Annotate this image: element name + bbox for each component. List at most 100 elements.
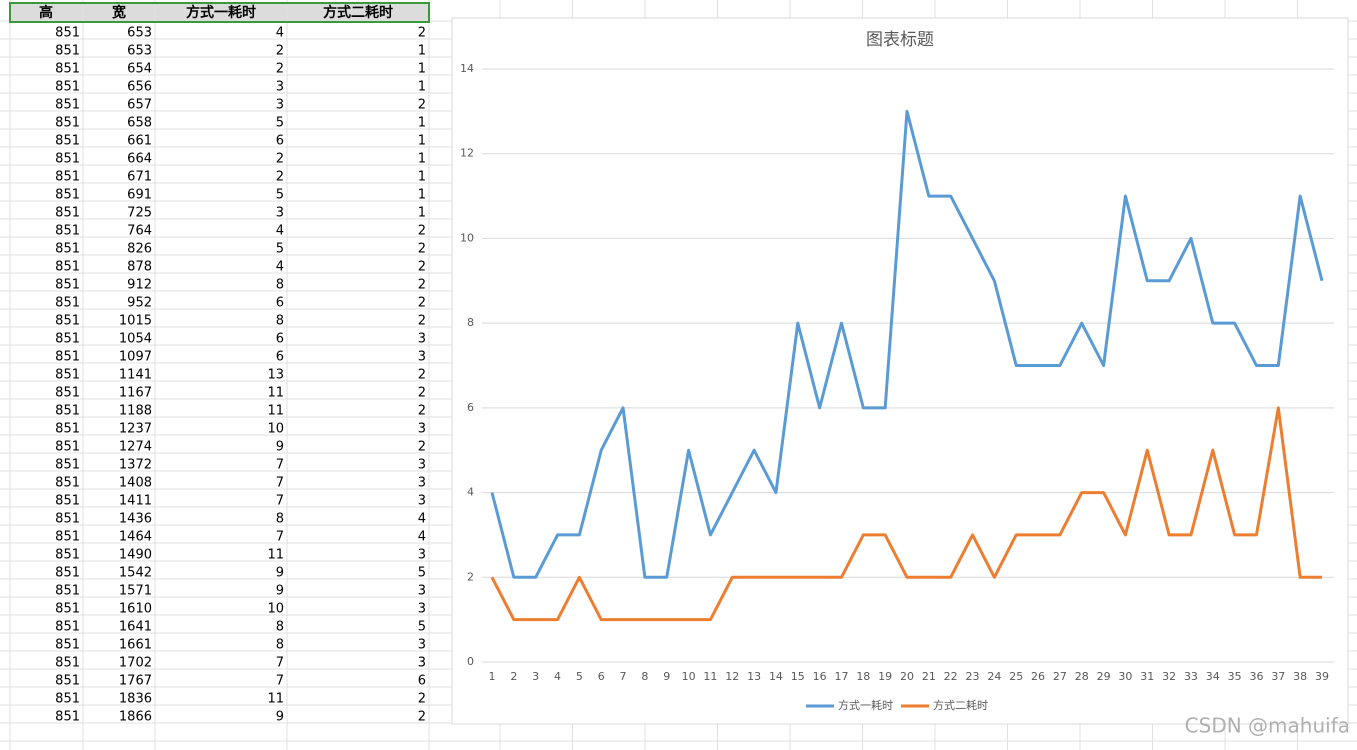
cell: 851 bbox=[55, 638, 80, 653]
x-tick-label: 24 bbox=[987, 670, 1001, 683]
series-line bbox=[490, 109, 1324, 579]
cell: 2 bbox=[418, 692, 426, 707]
cell: 3 bbox=[418, 350, 426, 365]
cell: 3 bbox=[418, 422, 426, 437]
cell: 691 bbox=[127, 188, 152, 203]
cell: 1 bbox=[418, 170, 426, 185]
cell: 851 bbox=[55, 134, 80, 149]
cell: 6 bbox=[276, 134, 284, 149]
cell: 657 bbox=[127, 98, 152, 113]
x-tick-label: 14 bbox=[769, 670, 783, 683]
y-tick-label: 8 bbox=[467, 316, 474, 329]
cell: 1097 bbox=[119, 350, 152, 365]
series-line bbox=[490, 406, 1322, 622]
cell: 1372 bbox=[119, 458, 152, 473]
cell: 4 bbox=[276, 26, 284, 41]
cell: 3 bbox=[418, 638, 426, 653]
cell: 2 bbox=[418, 98, 426, 113]
header-cell: 方式一耗时 bbox=[186, 4, 256, 21]
x-tick-label: 30 bbox=[1118, 670, 1132, 683]
x-tick-label: 26 bbox=[1031, 670, 1045, 683]
cell: 851 bbox=[55, 656, 80, 671]
cell: 1411 bbox=[119, 494, 152, 509]
x-tick-label: 38 bbox=[1293, 670, 1307, 683]
cell: 851 bbox=[55, 116, 80, 131]
cell: 8 bbox=[276, 278, 284, 293]
cell: 851 bbox=[55, 224, 80, 239]
cell: 653 bbox=[127, 44, 152, 59]
x-tick-label: 17 bbox=[834, 670, 848, 683]
cell: 851 bbox=[55, 26, 80, 41]
cell: 11 bbox=[267, 404, 284, 419]
y-tick-label: 14 bbox=[460, 62, 474, 75]
cell: 851 bbox=[55, 98, 80, 113]
cell: 851 bbox=[55, 548, 80, 563]
cell: 10 bbox=[267, 422, 284, 437]
cell: 5 bbox=[276, 242, 284, 257]
cell: 4 bbox=[418, 530, 426, 545]
cell: 1542 bbox=[119, 566, 152, 581]
cell: 9 bbox=[276, 584, 284, 599]
cell: 851 bbox=[55, 566, 80, 581]
cell: 3 bbox=[418, 602, 426, 617]
cell: 851 bbox=[55, 350, 80, 365]
cell: 1571 bbox=[119, 584, 152, 599]
cell: 851 bbox=[55, 620, 80, 635]
cell: 4 bbox=[276, 224, 284, 239]
cell: 1 bbox=[418, 152, 426, 167]
cell: 5 bbox=[276, 188, 284, 203]
cell: 2 bbox=[276, 62, 284, 77]
x-tick-label: 10 bbox=[682, 670, 696, 683]
x-tick-label: 39 bbox=[1315, 670, 1329, 683]
cell: 4 bbox=[418, 512, 426, 527]
cell: 3 bbox=[418, 458, 426, 473]
legend-label: 方式二耗时 bbox=[933, 698, 988, 712]
cell: 851 bbox=[55, 332, 80, 347]
x-tick-label: 36 bbox=[1249, 670, 1263, 683]
cell: 1641 bbox=[119, 620, 152, 635]
cell: 851 bbox=[55, 314, 80, 329]
x-tick-label: 35 bbox=[1228, 670, 1242, 683]
cell: 851 bbox=[55, 278, 80, 293]
legend-label: 方式一耗时 bbox=[838, 698, 893, 712]
cell: 664 bbox=[127, 152, 152, 167]
x-tick-label: 7 bbox=[620, 670, 627, 683]
cell: 9 bbox=[276, 566, 284, 581]
cell: 2 bbox=[276, 44, 284, 59]
y-tick-label: 2 bbox=[467, 570, 474, 583]
cell: 1 bbox=[418, 80, 426, 95]
x-tick-label: 19 bbox=[878, 670, 892, 683]
cell: 3 bbox=[276, 80, 284, 95]
cell: 5 bbox=[276, 116, 284, 131]
cell: 1408 bbox=[119, 476, 152, 491]
cell: 851 bbox=[55, 404, 80, 419]
cell: 1237 bbox=[119, 422, 152, 437]
selection-box bbox=[9, 2, 430, 23]
x-tick-label: 3 bbox=[532, 670, 539, 683]
cell: 2 bbox=[418, 314, 426, 329]
cell: 851 bbox=[55, 494, 80, 509]
cell: 1702 bbox=[119, 656, 152, 671]
cell: 8 bbox=[276, 620, 284, 635]
cell: 851 bbox=[55, 476, 80, 491]
cell: 1490 bbox=[119, 548, 152, 563]
cell: 2 bbox=[418, 386, 426, 401]
cell: 1015 bbox=[119, 314, 152, 329]
y-tick-label: 4 bbox=[467, 486, 474, 499]
cell: 2 bbox=[418, 260, 426, 275]
cell: 851 bbox=[55, 440, 80, 455]
header-cell: 方式二耗时 bbox=[323, 4, 393, 21]
cell: 3 bbox=[276, 98, 284, 113]
cell: 952 bbox=[127, 296, 152, 311]
x-tick-label: 21 bbox=[922, 670, 936, 683]
cell: 878 bbox=[127, 260, 152, 275]
chart-title: 图表标题 bbox=[866, 30, 934, 50]
cell: 1 bbox=[418, 206, 426, 221]
cell: 725 bbox=[127, 206, 152, 221]
x-tick-label: 37 bbox=[1271, 670, 1285, 683]
cell: 1464 bbox=[119, 530, 152, 545]
cell: 1767 bbox=[119, 674, 152, 689]
cell: 4 bbox=[276, 260, 284, 275]
cell: 851 bbox=[55, 458, 80, 473]
cell: 851 bbox=[55, 422, 80, 437]
